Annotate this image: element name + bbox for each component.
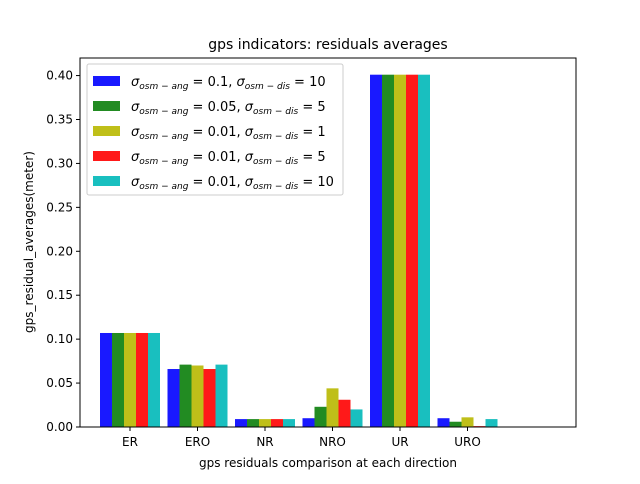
bar-ur-series-2 xyxy=(382,74,394,427)
bar-uro-series-5 xyxy=(485,419,498,427)
chart-title: gps indicators: residuals averages xyxy=(208,37,447,53)
plot-frame xyxy=(79,57,577,428)
legend-entry-label: σosm − ang = 0.05, σosm − dis = 5 xyxy=(131,100,326,117)
legend: σosm − ang = 0.1, σosm − dis = 10 σosm − … xyxy=(86,63,344,196)
bar-ur-series-4 xyxy=(406,74,418,427)
y-tick-label: 0.40 xyxy=(46,69,73,83)
y-tick-label: 0.30 xyxy=(46,156,73,170)
legend-swatch xyxy=(93,151,120,161)
x-tick-label: NR xyxy=(256,435,273,449)
bar-nr-series-1 xyxy=(235,419,247,427)
bar-nr-series-3 xyxy=(259,419,271,427)
bar-ur-series-5 xyxy=(418,74,430,427)
legend-entry-label: σosm − ang = 0.01, σosm − dis = 5 xyxy=(131,150,326,167)
y-tick-label: 0.20 xyxy=(46,244,73,258)
bar-er-series-2 xyxy=(112,332,124,427)
y-tick-label: 0.35 xyxy=(46,113,73,127)
bar-nro-series-2 xyxy=(314,406,327,427)
bar-nro-series-1 xyxy=(302,418,315,427)
y-tick-label: 0.15 xyxy=(46,288,73,302)
bar-ero-series-2 xyxy=(179,364,192,427)
bar-er-series-3 xyxy=(124,332,136,427)
legend-swatch xyxy=(93,101,120,111)
legend-entry-label: σosm − ang = 0.01, σosm − dis = 1 xyxy=(131,125,326,142)
bar-ero-series-5 xyxy=(215,364,228,427)
x-tick-label: NRO xyxy=(319,435,346,449)
y-tick-label: 0.05 xyxy=(46,376,73,390)
bar-er-series-1 xyxy=(100,332,112,427)
bar-nr-series-5 xyxy=(283,419,295,427)
bar-ero-series-4 xyxy=(203,369,216,427)
bar-er-series-5 xyxy=(148,332,160,427)
bar-nro-series-4 xyxy=(338,399,351,427)
bar-ur-series-1 xyxy=(370,74,382,427)
x-tick-label: URO xyxy=(454,435,481,449)
bar-nro-series-5 xyxy=(350,409,363,427)
x-tick-label: ERO xyxy=(185,435,210,449)
plot-area: 0.00 0.05 0.10 0.15 0.20 0.25 0.30 0.35 0.40 ER ER… xyxy=(46,57,577,449)
legend-swatch xyxy=(93,76,120,86)
y-tick-label: 0.10 xyxy=(46,332,73,346)
x-axis-label: gps residuals comparison at each directi… xyxy=(199,456,457,470)
bar-ero-series-3 xyxy=(191,365,204,427)
x-tick-label: UR xyxy=(391,435,408,449)
bar-uro-series-3 xyxy=(461,417,474,427)
bar-nro-series-3 xyxy=(326,388,339,427)
bar-er-series-4 xyxy=(136,332,148,427)
y-axis-label: gps_residual_averages(meter) xyxy=(22,151,36,333)
legend-swatch xyxy=(93,126,120,136)
legend-entry-label: σosm − ang = 0.01, σosm − dis = 10 xyxy=(131,175,334,192)
legend-box xyxy=(86,63,344,196)
legend-swatch xyxy=(93,176,120,186)
legend-entry-label: σosm − ang = 0.1, σosm − dis = 10 xyxy=(131,75,326,92)
bar-nr-series-4 xyxy=(271,419,283,427)
x-tick-label: ER xyxy=(122,435,138,449)
bar-ero-series-1 xyxy=(167,369,180,427)
bar-uro-series-2 xyxy=(449,421,462,427)
y-tick-label: 0.00 xyxy=(46,420,73,434)
bar-nr-series-2 xyxy=(247,419,259,427)
bar-uro-series-1 xyxy=(437,418,450,427)
bar-ur-series-3 xyxy=(394,74,406,427)
y-tick-label: 0.25 xyxy=(46,200,73,214)
